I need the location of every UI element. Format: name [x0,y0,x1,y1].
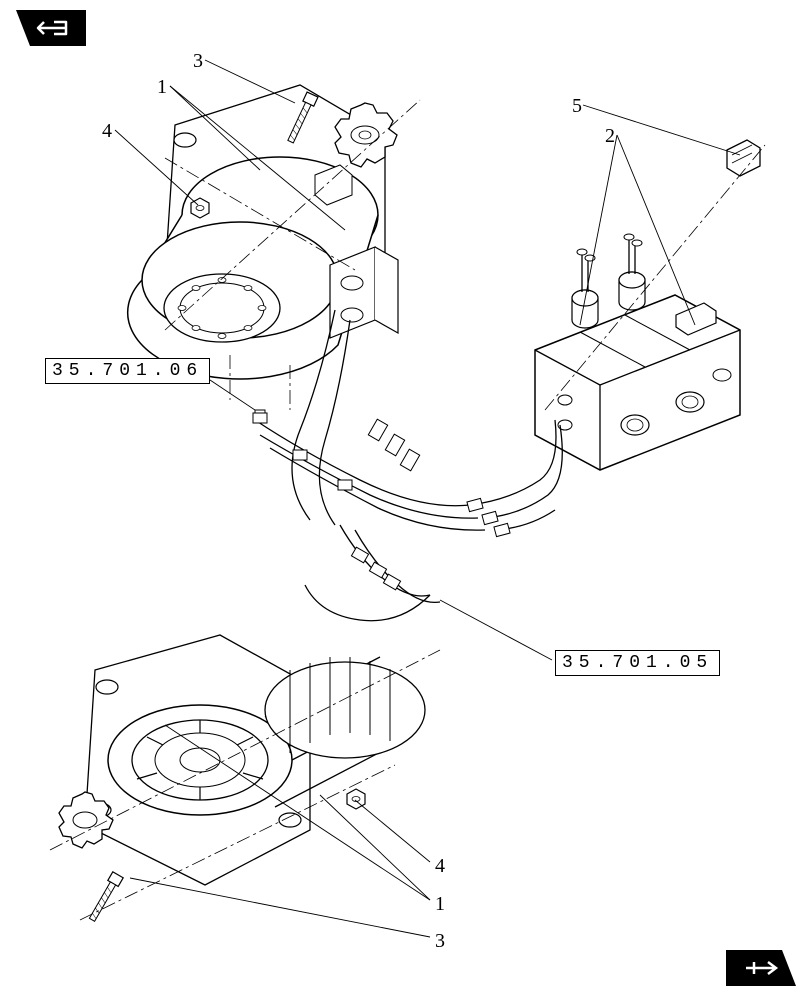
callout-5: 5 [572,95,582,118]
callout-4-bottom: 4 [435,855,445,878]
callout-3-top: 3 [193,50,203,73]
callout-4-top: 4 [102,120,112,143]
bottom-motor [59,582,425,885]
exploded-diagram: 3 1 4 5 2 4 1 3 35.701.06 35.701.05 [0,0,812,1000]
technical-drawing [0,0,812,1000]
ref-box-right: 35.701.05 [555,650,720,676]
callout-3-bottom: 3 [435,930,445,953]
callout-1-top: 1 [157,76,167,99]
callout-1-bottom: 1 [435,893,445,916]
bolt-bottom [87,872,123,923]
ref-box-left: 35.701.06 [45,358,210,384]
callout-2: 2 [605,125,615,148]
valve-manifold [535,234,740,470]
top-motor [128,85,398,379]
